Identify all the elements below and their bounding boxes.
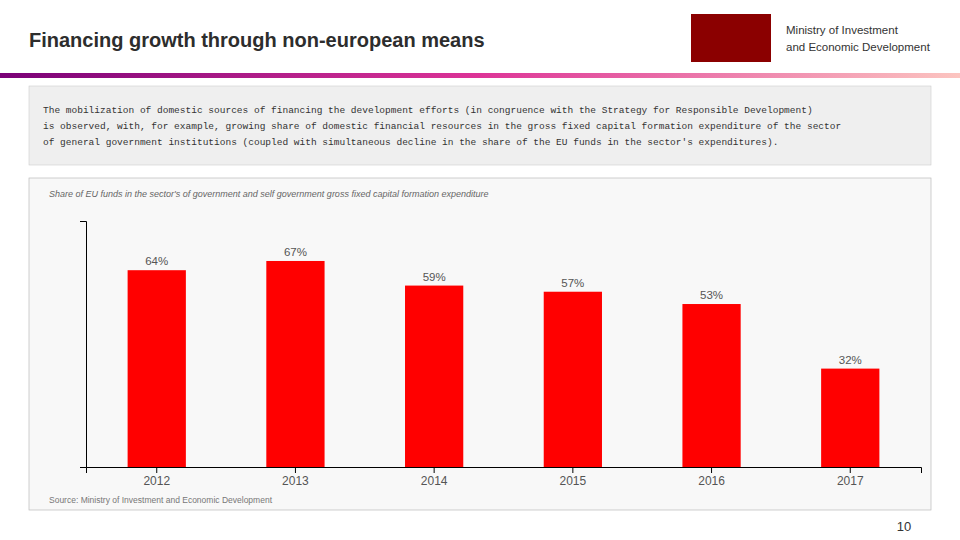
page-background <box>0 0 960 540</box>
y-axis <box>80 222 87 468</box>
chart-box <box>29 178 931 510</box>
bar <box>266 261 324 467</box>
bar <box>544 292 602 467</box>
logo-shield <box>691 14 771 62</box>
data-label: 32% <box>839 354 862 366</box>
description: The mobilization of domestic sources of … <box>43 105 841 148</box>
y-axis-line <box>80 222 87 468</box>
x-tick: 2015 <box>560 467 587 488</box>
x-tick-mark <box>295 467 296 473</box>
data-label: 53% <box>700 289 723 301</box>
logo-text: Ministry of Investment <box>786 24 899 36</box>
data-labels: 64% 67% 59% 57% 53% 32% <box>145 246 862 366</box>
x-tick-mark <box>156 467 157 473</box>
data-label: 57% <box>561 277 584 289</box>
x-tick-label: 2014 <box>421 474 448 488</box>
description-line: The mobilization of domestic sources of … <box>43 105 813 116</box>
x-tick-label: 2013 <box>282 474 309 488</box>
x-tick: 2013 <box>282 467 309 488</box>
bar <box>128 270 186 467</box>
x-tick-mark <box>711 467 712 473</box>
description-box <box>29 86 931 165</box>
description-line: of general government institutions (coup… <box>43 137 778 148</box>
source: Source: Ministry of Investment and Econo… <box>49 495 273 505</box>
x-tick-mark <box>434 467 435 473</box>
decorative-line <box>0 73 960 78</box>
x-tick: 2017 <box>837 467 864 488</box>
x-tick: 2016 <box>698 467 725 488</box>
subtitle: Share of EU funds in the sector's of gov… <box>49 189 488 199</box>
x-axis-line <box>87 468 922 474</box>
title: Financing growth through non-european me… <box>29 29 485 51</box>
bar <box>682 304 740 467</box>
x-tick-mark <box>850 467 851 473</box>
x-tick: 2012 <box>143 467 170 488</box>
bars <box>128 261 880 467</box>
bar <box>821 369 879 467</box>
data-label: 59% <box>423 271 446 283</box>
x-tick-label: 2017 <box>837 474 864 488</box>
x-tick-label: 2015 <box>560 474 587 488</box>
logo-text: and Economic Development <box>786 41 931 53</box>
x-tick-mark <box>572 467 573 473</box>
x-tick-label: 2012 <box>143 474 170 488</box>
x-axis: 2012 2013 2014 2015 2016 2017 <box>87 467 922 488</box>
data-label: 64% <box>145 255 168 267</box>
page-number: 10 <box>897 519 911 534</box>
x-tick: 2014 <box>421 467 448 488</box>
description-line: is observed, with, for example, growing … <box>43 121 841 132</box>
data-label: 67% <box>284 246 307 258</box>
x-tick-label: 2016 <box>698 474 725 488</box>
chart-page: Financing growth through non-european me… <box>0 0 960 540</box>
bar <box>405 286 463 467</box>
